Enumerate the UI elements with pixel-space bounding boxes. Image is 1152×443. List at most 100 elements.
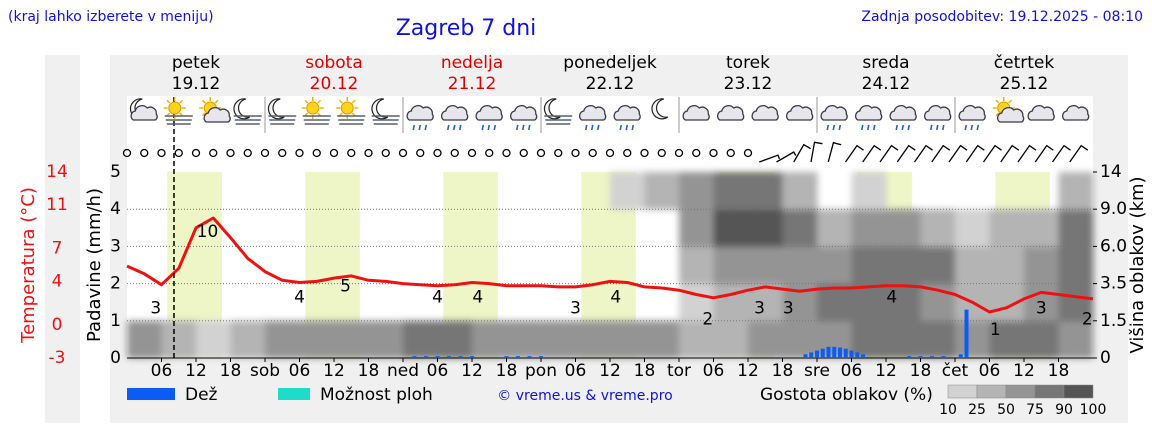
temperature-label: 4 [610, 287, 621, 307]
rain-drop [446, 124, 450, 131]
wind-barb [913, 144, 933, 163]
day-date: 21.12 [448, 74, 497, 94]
cloud-cell [1058, 320, 1094, 359]
temperature-label: 3 [783, 298, 794, 318]
cloud-cell [679, 209, 714, 247]
rain-drop [515, 124, 519, 131]
weather-icon [163, 97, 193, 125]
cloud-cell [920, 246, 956, 285]
wind-barb [1034, 144, 1054, 163]
precip-bar [849, 350, 854, 358]
rain-drop [964, 124, 968, 131]
wind-barb [1017, 144, 1037, 163]
cloud-cell [817, 246, 852, 285]
wind-barb [896, 144, 916, 163]
cloud-cell [437, 320, 473, 359]
cloud-cell [472, 320, 507, 359]
sun [340, 101, 354, 115]
weather-icon [682, 105, 710, 121]
cloud-scale-label: 75 [1026, 402, 1044, 418]
x-tick-label: 18 [496, 361, 518, 381]
weather-icon [1027, 105, 1055, 121]
sun [306, 101, 320, 115]
wind-barb [948, 144, 968, 163]
rain-drop [590, 124, 594, 131]
weather-icon [992, 97, 1025, 123]
cloud-scale-box [947, 384, 978, 399]
wind-calm [485, 148, 494, 158]
rain-drop [625, 124, 629, 131]
weather-icon [543, 98, 573, 125]
y2-tick-label: 6.0 [1100, 236, 1127, 256]
cloud-scale-label: 90 [1055, 402, 1073, 418]
precip-bar [826, 346, 831, 358]
wind-calm [623, 148, 632, 158]
cloud-cell [920, 320, 956, 359]
rain-drop [521, 124, 525, 131]
cloud-cell [679, 246, 714, 285]
x-tick-label: 06 [979, 361, 1001, 381]
y-tick-label: 0 [110, 348, 121, 368]
cloud-scale-label: 100 [1080, 402, 1107, 418]
cloud-cell [161, 320, 197, 359]
y2-tick-label: 1.5 [1100, 311, 1127, 331]
rain-drop [493, 124, 497, 131]
y-tick-label: 5 [110, 162, 121, 182]
wind-calm [640, 148, 649, 158]
cloud-cell [748, 246, 783, 285]
precip-bar [907, 356, 911, 358]
sun-ray [995, 99, 1000, 104]
rain-drop [584, 124, 588, 131]
precip-bar [861, 354, 865, 358]
cloud [203, 107, 231, 123]
wind-calm [467, 148, 477, 158]
rain-drop [487, 124, 491, 131]
left-panel [45, 55, 80, 423]
cloud-scale-box [1063, 384, 1094, 399]
cloud-cell [1058, 246, 1094, 285]
day-name: nedelja [441, 53, 503, 73]
cloud [717, 105, 745, 121]
cloud-cell [817, 209, 852, 247]
rain-drop [832, 124, 836, 131]
day-name: sobota [305, 53, 363, 73]
precip-bar [516, 356, 520, 358]
rain-drop [452, 124, 456, 131]
wind-calm [588, 148, 597, 158]
rain-drop [895, 124, 899, 131]
wind-calm [605, 148, 615, 158]
x-tick-label: tor [667, 361, 691, 381]
x-tick-label: sre [804, 361, 830, 381]
cloud-cell [679, 283, 714, 322]
cloud-cell [782, 209, 818, 247]
wind-calm [519, 148, 528, 158]
temperature-label: 5 [340, 276, 351, 296]
precip-bar [527, 356, 532, 358]
cloud-cell [575, 320, 611, 359]
weather-icon [301, 97, 331, 125]
weather-icon [651, 98, 669, 120]
precip-bar [809, 352, 814, 358]
wind-calm [364, 148, 373, 158]
cloud [510, 105, 538, 121]
x-tick-label: 12 [1013, 361, 1035, 381]
sun [168, 101, 182, 115]
wind-calm [243, 148, 252, 158]
x-tick-label: 18 [220, 361, 242, 381]
cloud-cell [886, 320, 921, 359]
wind-calm [709, 148, 718, 158]
rain-drop [412, 124, 416, 131]
x-tick-label: 06 [703, 361, 725, 381]
precip-bar [820, 348, 825, 358]
cloud-legend-title: Gostota oblakov (%) [760, 385, 933, 405]
wind-calm [209, 148, 218, 158]
cloud-cell [265, 320, 300, 359]
cloud-cell [713, 283, 749, 322]
cloud-cell [541, 320, 576, 359]
wind-calm [260, 148, 270, 158]
cloud [475, 105, 503, 121]
precip-bar [964, 309, 969, 358]
cloud-cell [1024, 246, 1059, 285]
day-date: 20.12 [310, 74, 359, 94]
cloud-cell [955, 320, 990, 359]
